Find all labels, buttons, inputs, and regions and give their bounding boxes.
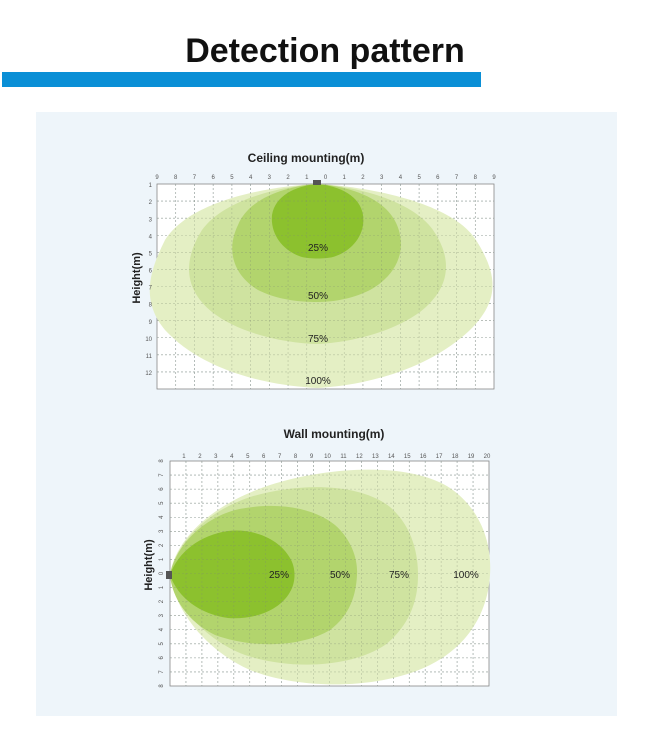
ceiling-x-tick-label: 4 (399, 175, 403, 181)
ceiling-x-tick-label: 9 (155, 175, 159, 181)
ceiling-label-100: 100% (305, 376, 331, 387)
ceiling-x-tick-label: 8 (174, 175, 178, 181)
wall-y-tick-label: 1 (159, 585, 165, 589)
wall-y-tick-label: 5 (159, 641, 165, 645)
wall-x-tick-label: 17 (436, 454, 443, 460)
ceiling-y-tick-label: 11 (146, 354, 153, 360)
ceiling-x-tick-label: 2 (361, 175, 365, 181)
wall-y-tick-label: 2 (159, 599, 165, 603)
ceiling-x-tick-label: 7 (455, 175, 459, 181)
ceiling-x-ticks: 9 8 7 6 5 4 3 2 1 0 1 2 3 4 5 6 7 8 9 (155, 175, 496, 181)
wall-sensor-icon (166, 571, 172, 579)
ceiling-label-25: 25% (308, 243, 328, 254)
ceiling-y-tick-label: 8 (149, 303, 153, 309)
wall-y-tick-label: 1 (159, 557, 165, 561)
title-underline-bar (2, 72, 481, 87)
ceiling-x-tick-label: 3 (268, 175, 272, 181)
wall-y-tick-label: 6 (159, 656, 165, 660)
ceiling-sensor-icon (313, 180, 321, 185)
wall-x-tick-label: 6 (262, 454, 266, 460)
wall-y-tick-label: 4 (159, 515, 165, 519)
wall-y-tick-label: 3 (159, 529, 165, 533)
wall-x-tick-label: 4 (230, 454, 234, 460)
wall-x-tick-label: 8 (294, 454, 298, 460)
ceiling-grid-overlay (157, 184, 494, 389)
ceiling-x-tick-label: 6 (211, 175, 215, 181)
ceiling-y-tick-label: 12 (145, 371, 152, 377)
wall-x-ticks: 1 2 3 4 5 6 7 8 9 10 11 12 13 14 15 16 17 18 19 20 (182, 454, 491, 460)
ceiling-mounting-diagram: Ceiling mounting(m) 25% 50% 75% 100% 9 8 7… (131, 151, 496, 390)
ceiling-x-tick-label: 6 (436, 175, 440, 181)
wall-x-tick-label: 2 (198, 454, 202, 460)
wall-x-tick-label: 14 (388, 454, 395, 460)
ceiling-x-tick-label: 8 (474, 175, 478, 181)
wall-zone-25 (170, 530, 295, 619)
page-title: Detection pattern (185, 32, 465, 70)
wall-x-tick-label: 16 (420, 454, 427, 460)
ceiling-y-tick-label: 5 (149, 251, 153, 257)
ceiling-x-tick-label: 5 (417, 175, 421, 181)
wall-x-tick-label: 13 (372, 454, 379, 460)
ceiling-y-tick-label: 9 (149, 320, 153, 326)
ceiling-y-tick-label: 6 (149, 269, 153, 275)
ceiling-x-tick-label: 1 (343, 175, 347, 181)
ceiling-y-tick-label: 10 (145, 337, 152, 343)
wall-x-tick-label: 1 (182, 454, 186, 460)
wall-y-tick-label: 5 (159, 501, 165, 505)
ceiling-label-75: 75% (308, 334, 328, 345)
ceiling-x-tick-label: 1 (305, 175, 309, 181)
wall-x-tick-label: 7 (278, 454, 282, 460)
ceiling-x-tick-label: 5 (230, 175, 234, 181)
wall-y-tick-label: 3 (159, 613, 165, 617)
wall-label-75: 75% (389, 570, 409, 581)
ceiling-x-tick-label: 4 (249, 175, 253, 181)
ceiling-x-tick-label: 3 (380, 175, 384, 181)
wall-y-tick-label: 0 (159, 571, 165, 575)
wall-x-tick-label: 20 (484, 454, 491, 460)
wall-y-tick-label: 7 (159, 473, 165, 477)
wall-chart-title: Wall mounting(m) (284, 427, 385, 441)
ceiling-zone-25 (271, 184, 364, 259)
wall-x-tick-label: 11 (340, 454, 347, 460)
ceiling-label-50: 50% (308, 291, 328, 302)
wall-x-tick-label: 19 (468, 454, 475, 460)
wall-y-ticks: 8 7 6 5 4 3 2 1 0 1 2 3 4 5 6 7 8 (159, 459, 165, 688)
ceiling-y-axis-label: Height(m) (131, 252, 143, 304)
wall-x-tick-label: 5 (246, 454, 250, 460)
wall-y-tick-label: 6 (159, 487, 165, 491)
wall-y-tick-label: 7 (159, 670, 165, 674)
wall-label-50: 50% (330, 570, 350, 581)
wall-x-tick-label: 12 (356, 454, 363, 460)
wall-y-tick-label: 4 (159, 627, 165, 631)
wall-x-tick-label: 10 (324, 454, 331, 460)
wall-y-axis-label: Height(m) (143, 539, 155, 591)
ceiling-x-tick-label: 2 (286, 175, 290, 181)
wall-x-tick-label: 3 (214, 454, 218, 460)
ceiling-y-tick-label: 3 (149, 217, 153, 223)
ceiling-x-tick-label: 7 (193, 175, 197, 181)
ceiling-y-tick-label: 2 (149, 200, 153, 206)
ceiling-x-tick-label: 0 (324, 175, 328, 181)
wall-grid-overlay (170, 461, 489, 686)
wall-x-tick-label: 15 (404, 454, 411, 460)
wall-x-tick-label: 9 (310, 454, 314, 460)
wall-x-tick-label: 18 (452, 454, 459, 460)
wall-label-100: 100% (453, 570, 479, 581)
wall-label-25: 25% (269, 570, 289, 581)
ceiling-chart-title: Ceiling mounting(m) (248, 151, 365, 165)
wall-y-tick-label: 8 (159, 459, 165, 463)
ceiling-y-tick-label: 7 (149, 286, 153, 292)
wall-y-tick-label: 8 (159, 684, 165, 688)
ceiling-x-tick-label: 9 (492, 175, 496, 181)
ceiling-y-tick-label: 1 (149, 183, 153, 189)
ceiling-y-tick-label: 4 (149, 234, 153, 240)
wall-y-tick-label: 2 (159, 543, 165, 547)
